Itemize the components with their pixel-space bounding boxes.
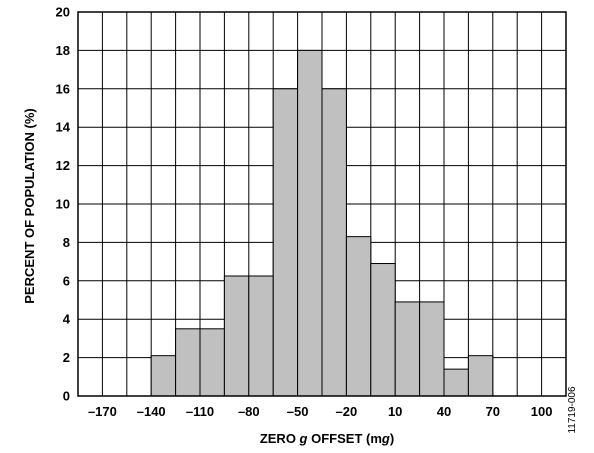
x-tick-label: –140 bbox=[137, 404, 166, 419]
x-tick-label: 40 bbox=[437, 404, 451, 419]
y-tick-label: 2 bbox=[63, 350, 70, 365]
histogram-bar bbox=[443, 368, 469, 397]
histogram-bar bbox=[297, 49, 323, 397]
y-tick-labels: 0 2 4 6 8 10 12 14 16 18 20 bbox=[56, 5, 71, 404]
y-axis-title: PERCENT OF POPULATION (%) bbox=[22, 108, 37, 303]
y-tick-label: 12 bbox=[56, 158, 70, 173]
histogram-bar bbox=[223, 275, 250, 397]
x-tick-label: –50 bbox=[287, 404, 309, 419]
histogram-bar bbox=[175, 328, 201, 397]
x-tick-label: 100 bbox=[531, 404, 553, 419]
histogram-bar bbox=[394, 301, 421, 397]
histogram-bar bbox=[467, 355, 494, 397]
x-axis-title-italic-g: g bbox=[299, 431, 308, 446]
histogram-bar bbox=[345, 236, 372, 397]
y-tick-label: 6 bbox=[63, 273, 70, 288]
y-tick-label: 10 bbox=[56, 197, 70, 212]
plot-frame bbox=[77, 11, 567, 397]
x-tick-label: –110 bbox=[186, 404, 214, 419]
x-tick-label: –170 bbox=[88, 404, 117, 419]
x-tick-labels: –170 –140 –110 –80 –50 –20 10 40 70 100 bbox=[88, 404, 553, 419]
x-tick-label: 70 bbox=[486, 404, 500, 419]
y-tick-label: 20 bbox=[56, 5, 70, 20]
y-tick-label: 4 bbox=[63, 312, 71, 327]
x-axis-title-part: ZERO bbox=[260, 431, 300, 446]
histogram-bar bbox=[370, 263, 396, 397]
y-tick-label: 14 bbox=[56, 120, 71, 135]
x-axis-title-part: ) bbox=[390, 431, 394, 446]
histogram-bar bbox=[321, 88, 347, 397]
histogram-bar bbox=[419, 301, 445, 397]
y-tick-label: 8 bbox=[63, 235, 70, 250]
histogram-bar bbox=[150, 355, 177, 397]
x-axis-title-part: OFFSET (m bbox=[308, 431, 382, 446]
histogram-bars bbox=[150, 49, 494, 397]
histogram-bar bbox=[199, 328, 225, 397]
histogram-bar bbox=[272, 88, 299, 397]
y-tick-label: 18 bbox=[56, 43, 70, 58]
x-axis-title-italic-g: g bbox=[381, 431, 390, 446]
x-tick-label: –80 bbox=[238, 404, 260, 419]
figure-id: 11719-006 bbox=[567, 386, 578, 434]
histogram-bar bbox=[248, 275, 274, 397]
x-axis-title: ZERO g OFFSET (mg) bbox=[260, 431, 394, 446]
y-tick-label: 0 bbox=[63, 389, 70, 404]
y-tick-label: 16 bbox=[56, 81, 70, 96]
x-tick-label: –20 bbox=[336, 404, 358, 419]
x-tick-label: 10 bbox=[388, 404, 402, 419]
